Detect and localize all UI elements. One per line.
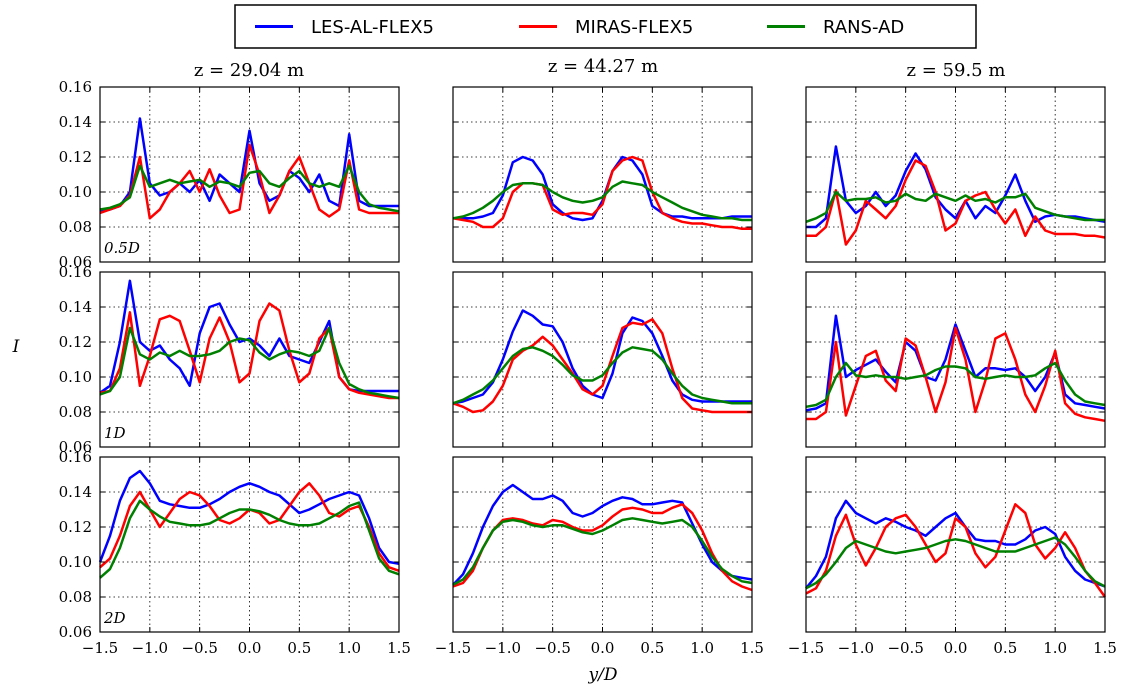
y-tick-label: 0.14	[59, 113, 92, 131]
x-tick-label: 0.5	[640, 639, 664, 657]
x-tick-label: 1.5	[740, 639, 764, 657]
x-tick-label: −0.5	[181, 639, 217, 657]
x-tick-label: −1.5	[82, 639, 118, 657]
series-line-les-al-flex5	[805, 499, 1106, 590]
y-tick-label: 0.14	[59, 483, 92, 501]
series-line-les-al-flex5	[452, 309, 752, 405]
x-tick-label: −1.5	[788, 639, 824, 657]
x-axis-label: y/D	[588, 665, 618, 685]
y-tick-label: 0.16	[59, 263, 92, 281]
column-title-1: z = 29.04 m	[194, 60, 304, 81]
y-axis-label: I	[12, 337, 20, 357]
series-line-miras-flex5	[806, 326, 1106, 423]
x-tick-label: −1.5	[435, 639, 471, 657]
subplot-r2-c3	[805, 271, 1106, 448]
series-line-les-al-flex5	[98, 469, 400, 566]
y-tick-label: 0.16	[59, 448, 92, 466]
x-tick-label: −1.0	[485, 639, 521, 657]
y-tick-label: 0.14	[59, 298, 92, 316]
x-tick-label: −0.5	[887, 639, 923, 657]
plot-area	[100, 457, 399, 632]
y-tick-label: 0.10	[59, 183, 92, 201]
x-tick-label: 0.0	[238, 639, 262, 657]
series-line-rans-ad	[805, 361, 1106, 409]
y-tick-label: 0.10	[59, 368, 92, 386]
series-line-rans-ad	[99, 164, 400, 213]
series-line-rans-ad	[452, 517, 753, 586]
series-line-rans-ad	[452, 346, 752, 405]
x-tick-label: −0.5	[534, 639, 570, 657]
series-line-miras-flex5	[99, 143, 399, 220]
column-title-2: z = 44.27 m	[548, 56, 658, 77]
subplot-r1-c3	[805, 86, 1106, 263]
series-line-rans-ad	[805, 190, 1105, 223]
row-label: 0.5D	[104, 239, 140, 257]
series-line-miras-flex5	[99, 302, 399, 400]
subplot-r2-c1: 0.06 0.08 0.10 0.12 0.14 0.16 1D	[59, 263, 400, 456]
legend-label-les: LES-AL-FLEX5	[311, 17, 434, 38]
series-line-rans-ad	[805, 536, 1106, 590]
x-tick-label: 0.0	[591, 639, 615, 657]
y-tick-label: 0.06	[59, 438, 92, 456]
x-tick-label: −1.0	[838, 639, 874, 657]
series-line-miras-flex5	[452, 155, 752, 231]
x-tick-label: 0.0	[944, 639, 968, 657]
subplot-r3-c2: −1.5 −1.0 −0.5 0.0 0.5 1.0 1.5	[435, 456, 764, 657]
column-title-3: z = 59.5 m	[907, 60, 1006, 81]
y-tick-label: 0.16	[59, 78, 92, 96]
x-tick-label: 1.0	[1043, 639, 1067, 657]
legend-box	[234, 4, 977, 49]
x-tick-label: 1.0	[690, 639, 714, 657]
y-tick-label: 0.08	[59, 588, 92, 606]
series-line-rans-ad	[99, 326, 400, 400]
series-line-rans-ad	[452, 180, 752, 222]
legend-label-rans: RANS-AD	[823, 17, 904, 38]
y-tick-label: 0.12	[59, 148, 92, 166]
y-tick-label: 0.08	[59, 403, 92, 421]
series-line-les-al-flex5	[452, 483, 753, 586]
series-line-les-al-flex5	[99, 117, 399, 213]
x-tick-label: 1.0	[337, 639, 361, 657]
series-line-miras-flex5	[806, 159, 1106, 246]
series-line-miras-flex5	[805, 503, 1107, 598]
x-tick-label: 1.5	[1093, 639, 1117, 657]
y-tick-label: 0.10	[59, 553, 92, 571]
subplot-grid: 0.06 0.08 0.10 0.12 0.14 0.16 0.5D 0.06 0.08 0.10…	[59, 78, 1117, 657]
y-tick-label: 0.06	[59, 623, 92, 641]
x-tick-label: −1.0	[132, 639, 168, 657]
x-tick-label: 1.5	[387, 639, 411, 657]
row-label: 1D	[104, 424, 126, 442]
subplot-r1-c2	[452, 86, 753, 263]
plot-area	[806, 272, 1105, 447]
row-label: 2D	[103, 609, 126, 627]
subplot-r2-c2	[452, 271, 753, 448]
y-tick-label: 0.08	[59, 218, 92, 236]
y-tick-label: 0.12	[59, 333, 92, 351]
subplot-r3-c3: −1.5 −1.0 −0.5 0.0 0.5 1.0 1.5	[788, 456, 1117, 657]
x-tick-label: 0.5	[993, 639, 1017, 657]
plot-area	[453, 87, 752, 262]
x-tick-label: 0.5	[287, 639, 311, 657]
series-line-miras-flex5	[452, 503, 753, 592]
series-line-miras-flex5	[452, 318, 752, 414]
y-tick-label: 0.12	[59, 518, 92, 536]
subplot-r1-c1: 0.06 0.08 0.10 0.12 0.14 0.16 0.5D	[59, 78, 400, 271]
subplot-r3-c1: 0.06 0.08 0.10 0.12 0.14 0.16 2D −1.5 −1.0 −0.5 0.…	[59, 448, 411, 657]
legend: LES-AL-FLEX5 MIRAS-FLEX5 RANS-AD	[234, 4, 977, 49]
series-line-rans-ad	[99, 499, 400, 579]
y-tick-label: 0.06	[59, 253, 92, 271]
legend-label-miras: MIRAS-FLEX5	[575, 17, 693, 38]
